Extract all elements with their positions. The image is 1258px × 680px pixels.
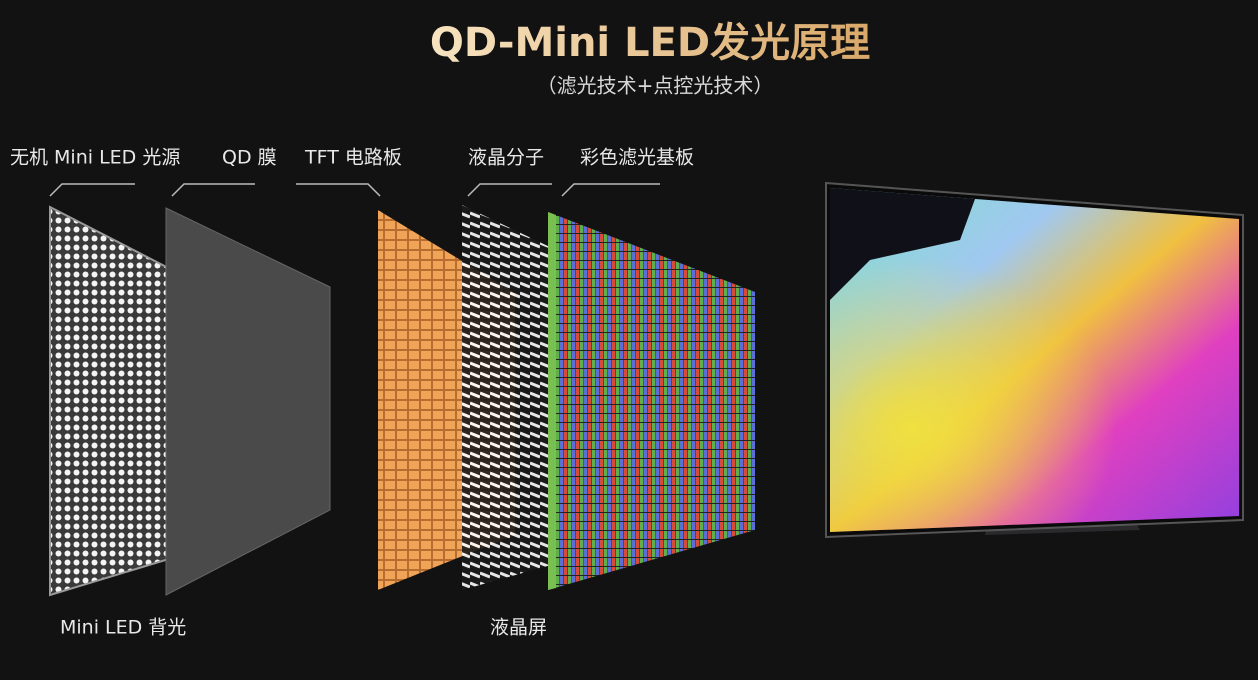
- tv: [825, 181, 1244, 539]
- title: QD-Mini LED发光原理: [430, 20, 870, 66]
- subtitle: （滤光技术+点控光技术）: [537, 74, 774, 98]
- layer-label: QD 膜: [222, 147, 277, 169]
- color-filter-edge: [548, 212, 556, 590]
- layer-label: 彩色滤光基板: [580, 147, 694, 169]
- layer-label: TFT 电路板: [304, 147, 402, 169]
- color-filter: [548, 212, 755, 590]
- layer-label: 液晶分子: [468, 147, 544, 169]
- group-label: 液晶屏: [490, 617, 547, 639]
- group-label: Mini LED 背光: [60, 617, 186, 639]
- layer-label: 无机 Mini LED 光源: [10, 147, 180, 169]
- leader-lines: [49, 183, 660, 197]
- qd-film: [165, 207, 331, 596]
